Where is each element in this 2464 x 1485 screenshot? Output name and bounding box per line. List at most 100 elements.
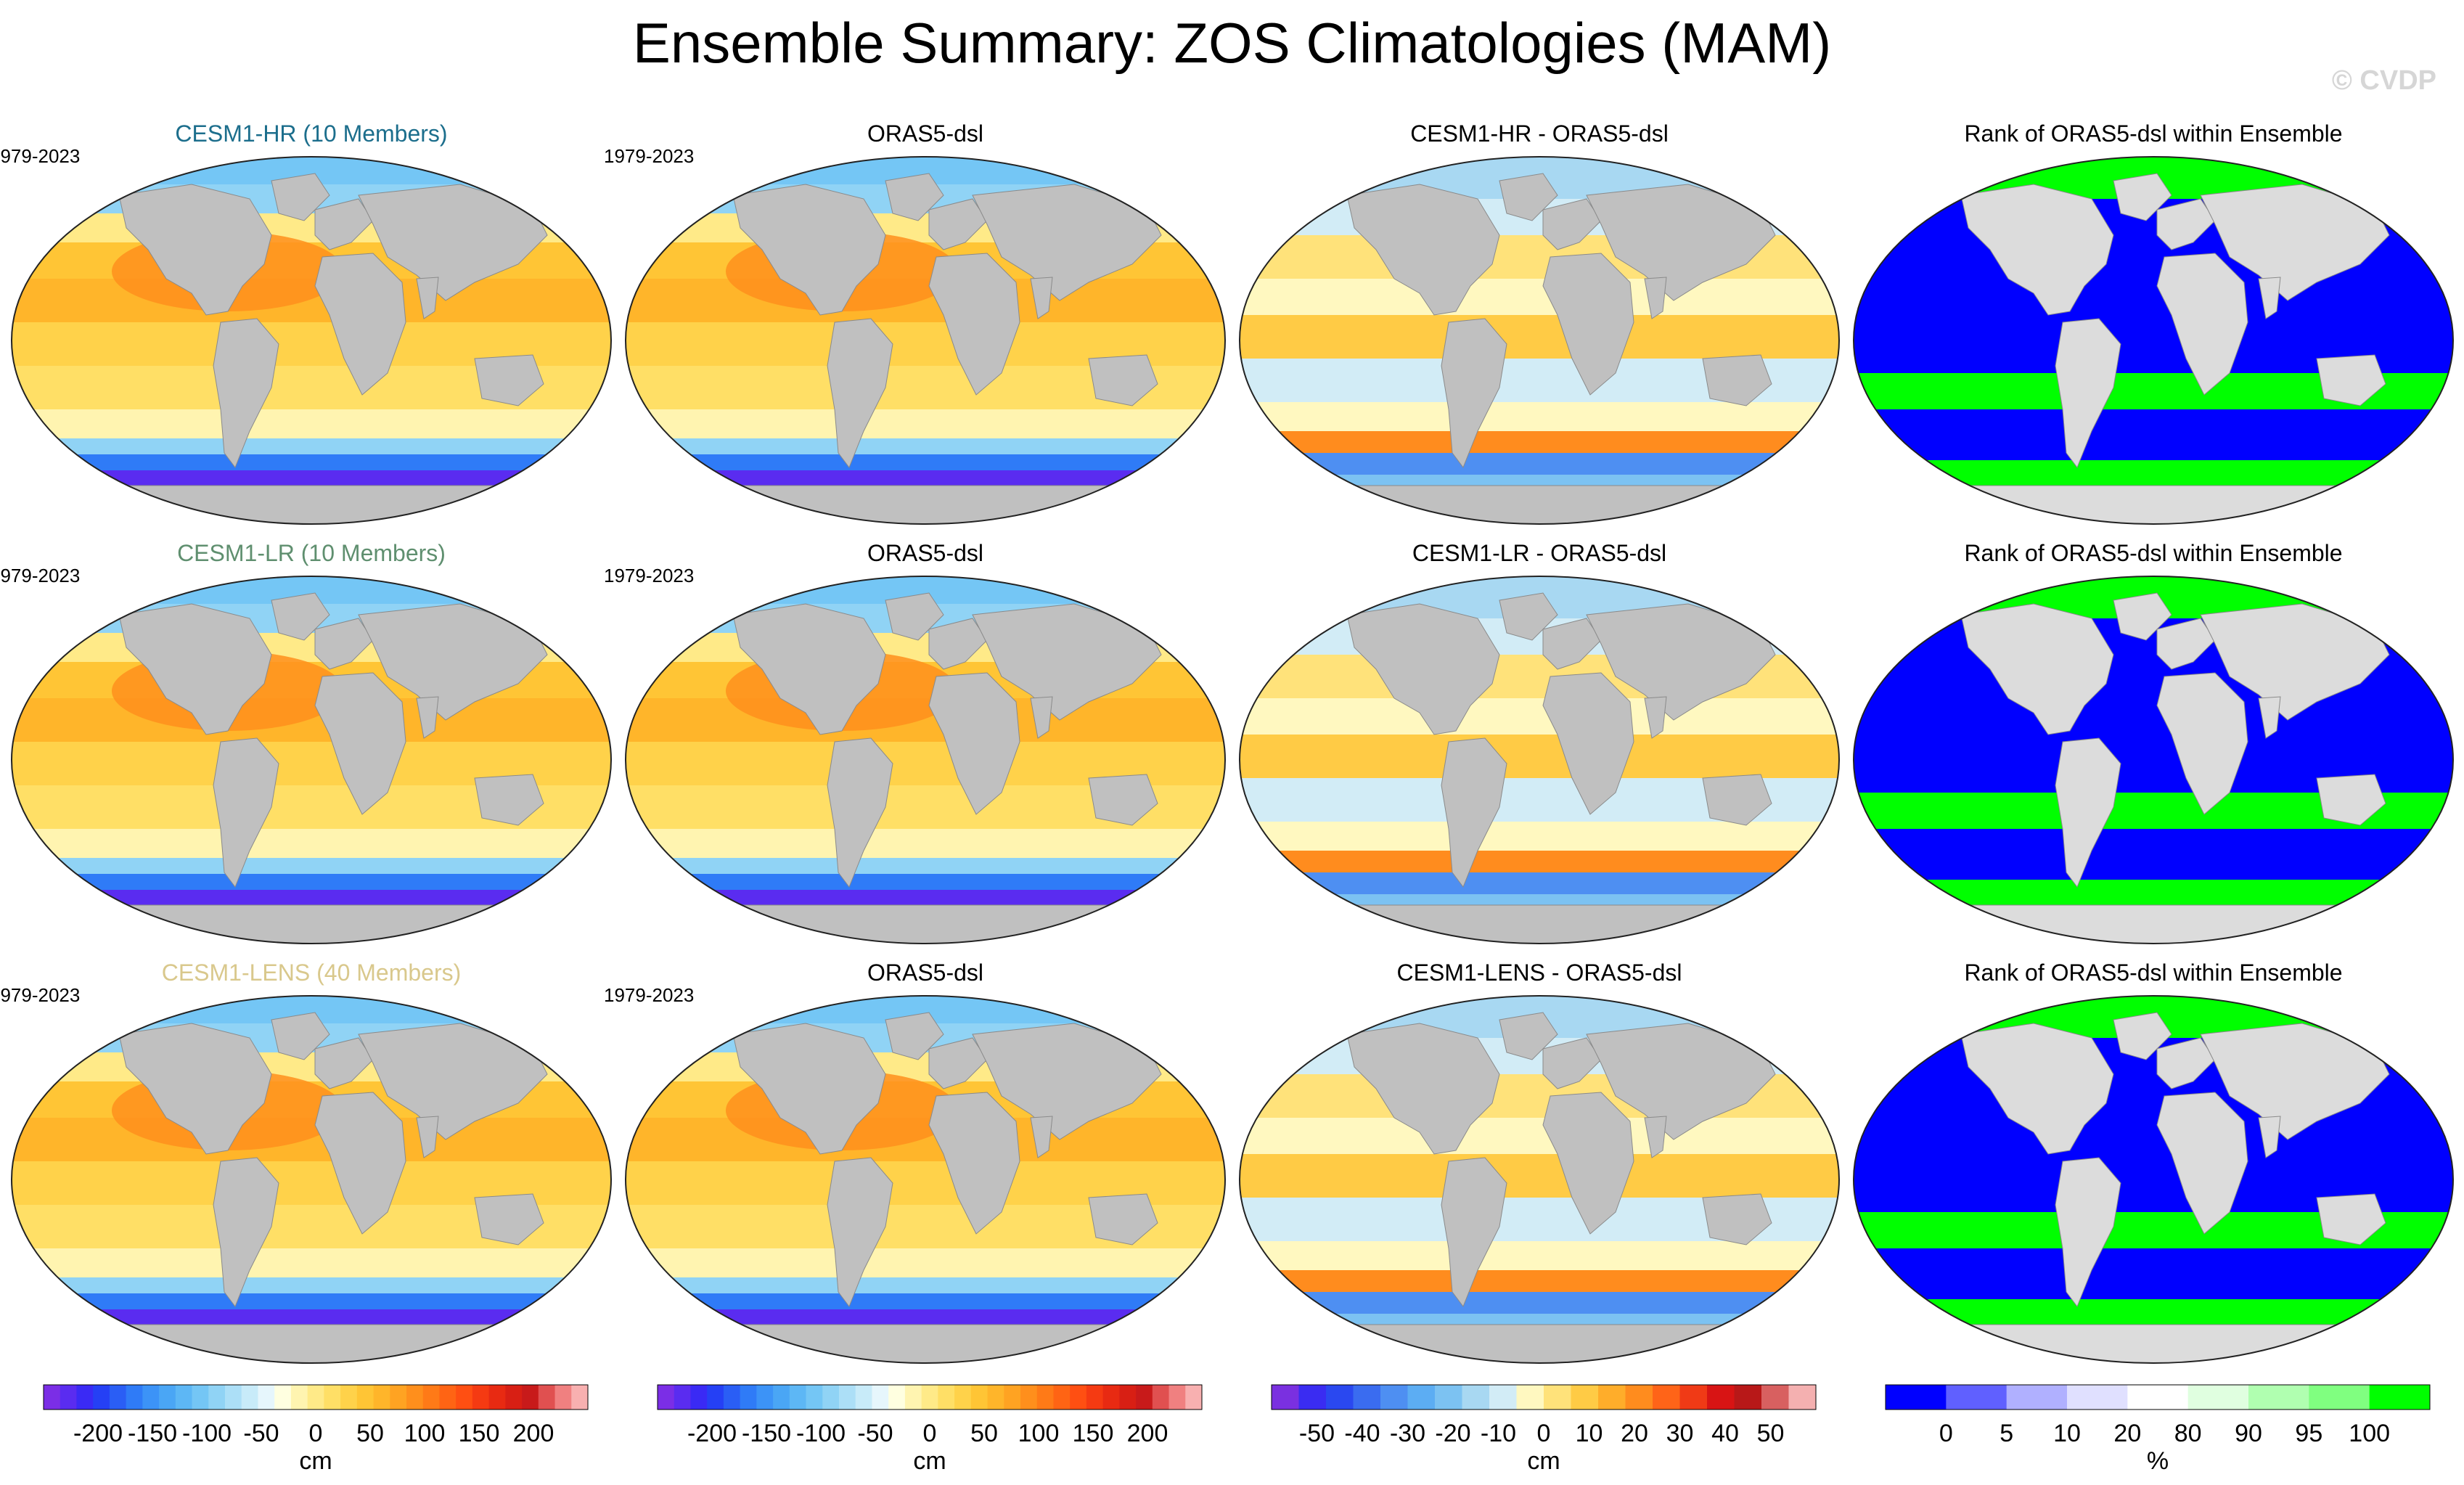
land-greenland [271,1012,330,1060]
colorbar-swatch [1119,1385,1137,1410]
land-africa [314,672,406,815]
colorbar-tick-label: 5 [2000,1420,2014,1447]
colorbar-tick-label: 100 [2349,1420,2391,1447]
map-border [1239,576,1840,944]
colorbar-swatch [1707,1385,1735,1410]
land-south-america [213,318,279,469]
land-europe [1542,618,1602,670]
colorbar-swatch [142,1385,160,1410]
map-row1-rank [1853,156,2454,525]
map-row1-diff [1239,156,1840,525]
colorbar-swatch [439,1385,457,1410]
colorbar-tick-label: -150 [127,1420,178,1447]
colorbar-swatch [1407,1385,1436,1410]
field-band-7 [12,829,611,858]
map-field [12,576,611,944]
colorbar-tick-label: 100 [404,1420,446,1447]
land-south-america [1441,318,1507,469]
land-europe [1542,198,1602,250]
land-africa [1542,253,1634,396]
field-band-7 [1240,851,1839,872]
colorbar-swatch [756,1385,774,1410]
land-europe [928,198,988,250]
colorbar-swatch [159,1385,176,1410]
colorbar-tick-label: 0 [1939,1420,1953,1447]
land-europe [928,618,988,670]
colorbar-swatch [1380,1385,1408,1410]
colorbar-swatch [505,1385,523,1410]
land-greenland [271,592,330,641]
colorbar-swatch [888,1385,906,1410]
panel-title-row3-rank: Rank of ORAS5-dsl within Ensemble [1964,960,2343,986]
land-south-america [1441,737,1507,888]
panel-row3-rank: Rank of ORAS5-dsl within Ensemble [1852,960,2455,1366]
land-north-america [118,603,272,735]
colorbar-swatch [1036,1385,1054,1410]
field-band-3 [1854,829,2453,880]
land-india [2258,1116,2281,1158]
colorbar-tick-label: 95 [2295,1420,2323,1447]
years-label-row2-obs: 1979-2023 [604,565,695,586]
colorbar-tick-label: -20 [1435,1420,1471,1447]
land-north-america [118,184,272,316]
colorbar-swatches [1271,1384,1817,1410]
map-field [626,996,1225,1363]
land-india [1644,277,1667,319]
colorbar-tick-label: 0 [308,1420,323,1447]
map-field [12,157,611,524]
land-antarctica [1923,1324,2383,1363]
land-south-america [827,1157,893,1308]
colorbar-tick-label: -30 [1389,1420,1426,1447]
field-band-6 [1240,402,1839,431]
land-africa [2156,672,2248,815]
map-border [11,156,612,525]
land-south-america [827,318,893,469]
land-australia [474,1193,544,1245]
colorbar-swatch [241,1385,258,1410]
colorbar-swatch [1761,1385,1789,1410]
map-border [625,156,1226,525]
colorbar-swatch [258,1385,275,1410]
colorbar-swatch [1070,1385,1087,1410]
land-north-america [1346,603,1500,735]
field-band-6 [1240,822,1839,851]
field-band-3 [1854,409,2453,460]
land-australia [474,774,544,826]
colorbar-swatch [1136,1385,1153,1410]
map-border [11,576,612,944]
colorbar-swatch [2248,1385,2309,1410]
panel-title-row3-diff: CESM1-LENS - ORAS5-dsl [1396,960,1682,986]
field-band-8 [1240,872,1839,894]
colorbar-tick-label: -100 [181,1420,232,1447]
colorbar-swatch [970,1385,989,1410]
field-band-7 [1240,1270,1839,1292]
colorbar-tick-label: 80 [2174,1420,2202,1447]
colorbar-tick-label: 40 [1711,1420,1739,1447]
map-border [625,576,1226,944]
land-europe [2156,198,2216,250]
land-india [1030,696,1053,739]
years-label-row3-model: 1979-2023 [0,984,81,1006]
map-row1-obs [625,156,1226,525]
land-antarctica [81,1324,541,1363]
colorbar-swatch [76,1385,94,1410]
land-south-america [2055,1157,2121,1308]
land-south-america [1441,1157,1507,1308]
map-field [1854,996,2453,1363]
colorbar-swatch [571,1385,589,1410]
panel-title-row1-diff: CESM1-HR - ORAS5-dsl [1410,120,1669,147]
land-antarctica [1923,485,2383,524]
field-band-4 [1240,1154,1839,1198]
land-north-america [1346,184,1500,316]
land-india [2258,696,2281,739]
colorbar-swatch [456,1385,473,1410]
land-africa [314,253,406,396]
land-antarctica [1923,904,2383,944]
colorbar-swatch [290,1385,308,1410]
colorbar-swatch [789,1385,807,1410]
colorbar-tick-label: 20 [1621,1420,1648,1447]
colorbar-swatch [60,1385,77,1410]
colorbar-tick-label: 10 [1575,1420,1603,1447]
map-row2-obs [625,576,1226,944]
field-band-7 [1240,431,1839,453]
